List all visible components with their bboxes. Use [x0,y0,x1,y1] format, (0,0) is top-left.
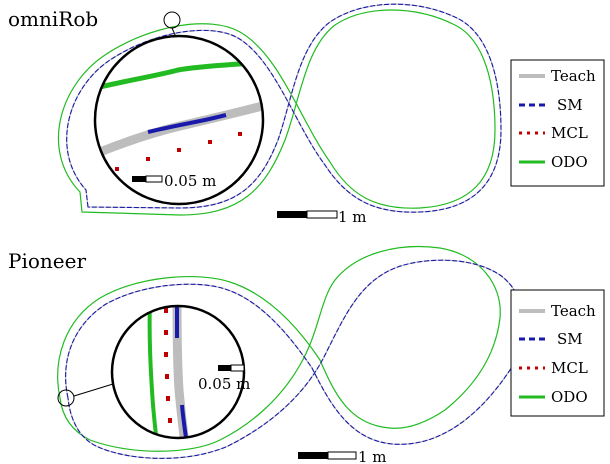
legend-label-sm: SM [557,96,583,114]
panel-omnirob: omniRob [8,3,605,226]
zoom-connector-pioneer [73,383,114,397]
legend-label-odo: ODO [551,153,588,171]
panel-pioneer: Pioneer [8,245,605,464]
legend-label-odo-pioneer: ODO [551,388,588,406]
trajectory-sm-pioneer [65,259,524,459]
inset-odo [99,59,263,90]
legend-omnirob: Teach SM MCL ODO [510,59,605,187]
inset-scalebar-pioneer: 0.05 m [198,364,250,393]
legend-label-teach: Teach [551,67,596,85]
inset-pioneer: 0.05 m [110,304,250,440]
inset-sm-pioneer-b [180,404,189,438]
legend-pioneer: Teach SM MCL ODO [510,289,605,417]
panel-title-pioneer: Pioneer [8,249,86,273]
trajectory-odo-pioneer [57,245,501,452]
legend-label-mcl: MCL [551,124,588,142]
inset-mcl [115,132,242,171]
legend-label-sm-pioneer: SM [557,330,583,348]
inset-sm [147,113,227,134]
scalebar-pioneer: 1 m [298,448,387,464]
scalebar-omnirob: 1 m [277,208,367,226]
inset-odo-pioneer [147,306,159,438]
scale-label-pioneer: 1 m [358,448,387,464]
inset-scale-label-pioneer: 0.05 m [198,375,250,393]
trajectory-odo [57,9,496,216]
zoom-marker [163,11,181,29]
scale-label-omnirob: 1 m [338,208,367,226]
zoom-marker-pioneer [57,389,75,407]
inset-omnirob: 0.05 m [93,34,265,206]
inset-scale-label-omnirob: 0.05 m [164,172,216,190]
trajectory-sm [66,3,502,213]
legend-label-mcl-pioneer: MCL [551,359,588,377]
inset-scalebar-omnirob: 0.05 m [132,172,216,190]
panel-title-omnirob: omniRob [8,7,98,31]
legend-label-teach-pioneer: Teach [551,302,596,320]
inset-mcl-pioneer [164,308,172,423]
